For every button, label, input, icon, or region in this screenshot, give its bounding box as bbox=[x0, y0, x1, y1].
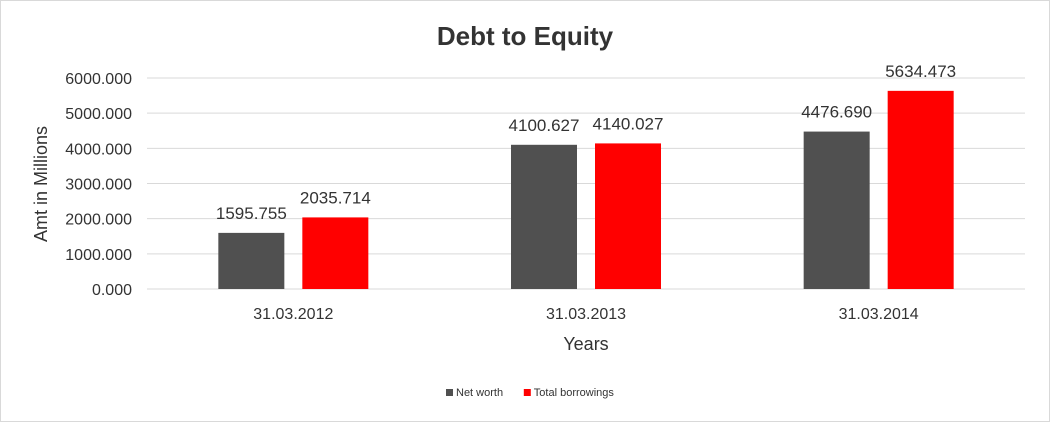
y-axis-ticks: 0.000 1000.000 2000.000 3000.000 4000.000 500… bbox=[65, 71, 132, 299]
x-axis-label: Years bbox=[563, 334, 608, 354]
data-label: 4100.627 bbox=[509, 116, 580, 135]
bar bbox=[595, 143, 661, 289]
bar bbox=[218, 232, 285, 289]
bar bbox=[803, 131, 870, 289]
gridlines bbox=[147, 77, 1025, 290]
legend-swatch bbox=[523, 389, 531, 396]
y-tick-label: 2000.000 bbox=[65, 212, 132, 229]
y-axis-label: Amt in Millions bbox=[31, 126, 51, 242]
data-labels: 1595.755 2035.714 4100.627 4140.027 4476.690… bbox=[216, 62, 956, 223]
y-tick-label: 1000.000 bbox=[65, 247, 132, 264]
y-tick-label: 6000.000 bbox=[65, 71, 132, 88]
legend-label: Total borrowings bbox=[534, 387, 615, 399]
bars bbox=[218, 90, 954, 289]
bar bbox=[302, 217, 369, 289]
data-label: 5634.473 bbox=[885, 62, 956, 81]
data-label: 4140.027 bbox=[593, 114, 664, 133]
legend-label: Net worth bbox=[456, 387, 503, 399]
chart-title: Debt to Equity bbox=[437, 21, 614, 51]
data-label: 4476.690 bbox=[801, 103, 872, 122]
y-tick-label: 0.000 bbox=[92, 282, 132, 299]
x-axis-ticks: 31.03.2012 31.03.2013 31.03.2014 bbox=[253, 306, 919, 323]
y-tick-label: 5000.000 bbox=[65, 106, 132, 123]
x-tick-label: 31.03.2013 bbox=[546, 306, 626, 323]
bar bbox=[887, 90, 954, 289]
x-tick-label: 31.03.2014 bbox=[839, 306, 919, 323]
legend-swatch bbox=[446, 389, 453, 396]
y-tick-label: 4000.000 bbox=[65, 141, 132, 158]
bar bbox=[511, 144, 577, 289]
x-tick-label: 31.03.2012 bbox=[253, 306, 333, 323]
data-label: 1595.755 bbox=[216, 204, 287, 223]
y-tick-label: 3000.000 bbox=[65, 177, 132, 194]
data-label: 2035.714 bbox=[300, 188, 371, 207]
legend: Net worth Total borrowings bbox=[446, 387, 614, 399]
